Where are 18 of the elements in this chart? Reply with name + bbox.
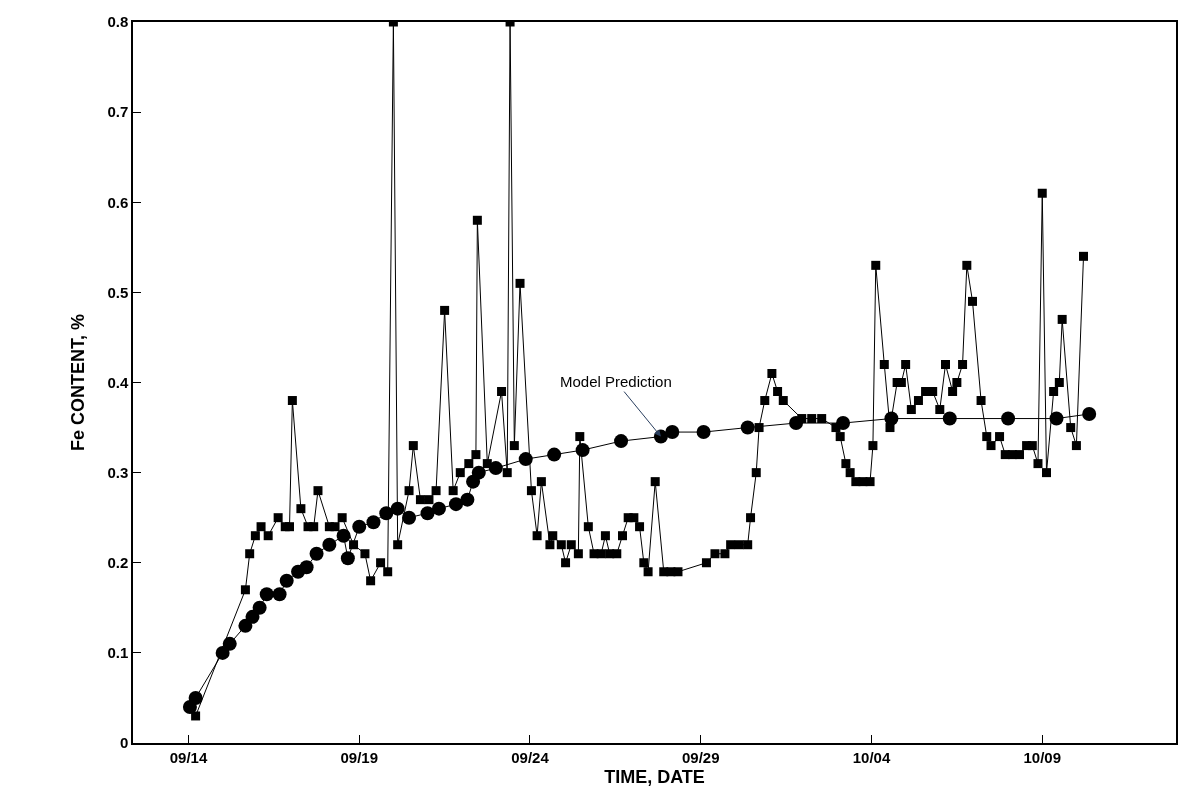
y-tick-label: 0.8 xyxy=(107,13,129,31)
y-axis-title: Fe CONTENT, % xyxy=(68,313,89,452)
x-tick-label: 10/09 xyxy=(1023,748,1062,766)
y-tick-label: 0.5 xyxy=(107,283,129,301)
x-tick-label: 09/19 xyxy=(340,748,379,766)
x-tick-label: 09/14 xyxy=(169,748,208,766)
x-axis-title: TIME, DATE xyxy=(604,767,705,788)
y-tick-label: 0.6 xyxy=(107,193,129,211)
y-tick-label: 0.1 xyxy=(107,644,129,662)
x-tick-label: 10/04 xyxy=(852,748,891,766)
x-tick-label: 09/24 xyxy=(511,748,550,766)
y-tick-label: 0.3 xyxy=(107,463,129,481)
y-tick-label: 0.4 xyxy=(107,373,129,391)
y-tick-label: 0.7 xyxy=(107,103,129,121)
y-tick-label: 0.2 xyxy=(107,554,129,571)
y-tick-label: 0 xyxy=(119,734,129,752)
x-tick-label: 09/29 xyxy=(681,748,720,766)
annotation: Model Prediction xyxy=(560,373,672,390)
